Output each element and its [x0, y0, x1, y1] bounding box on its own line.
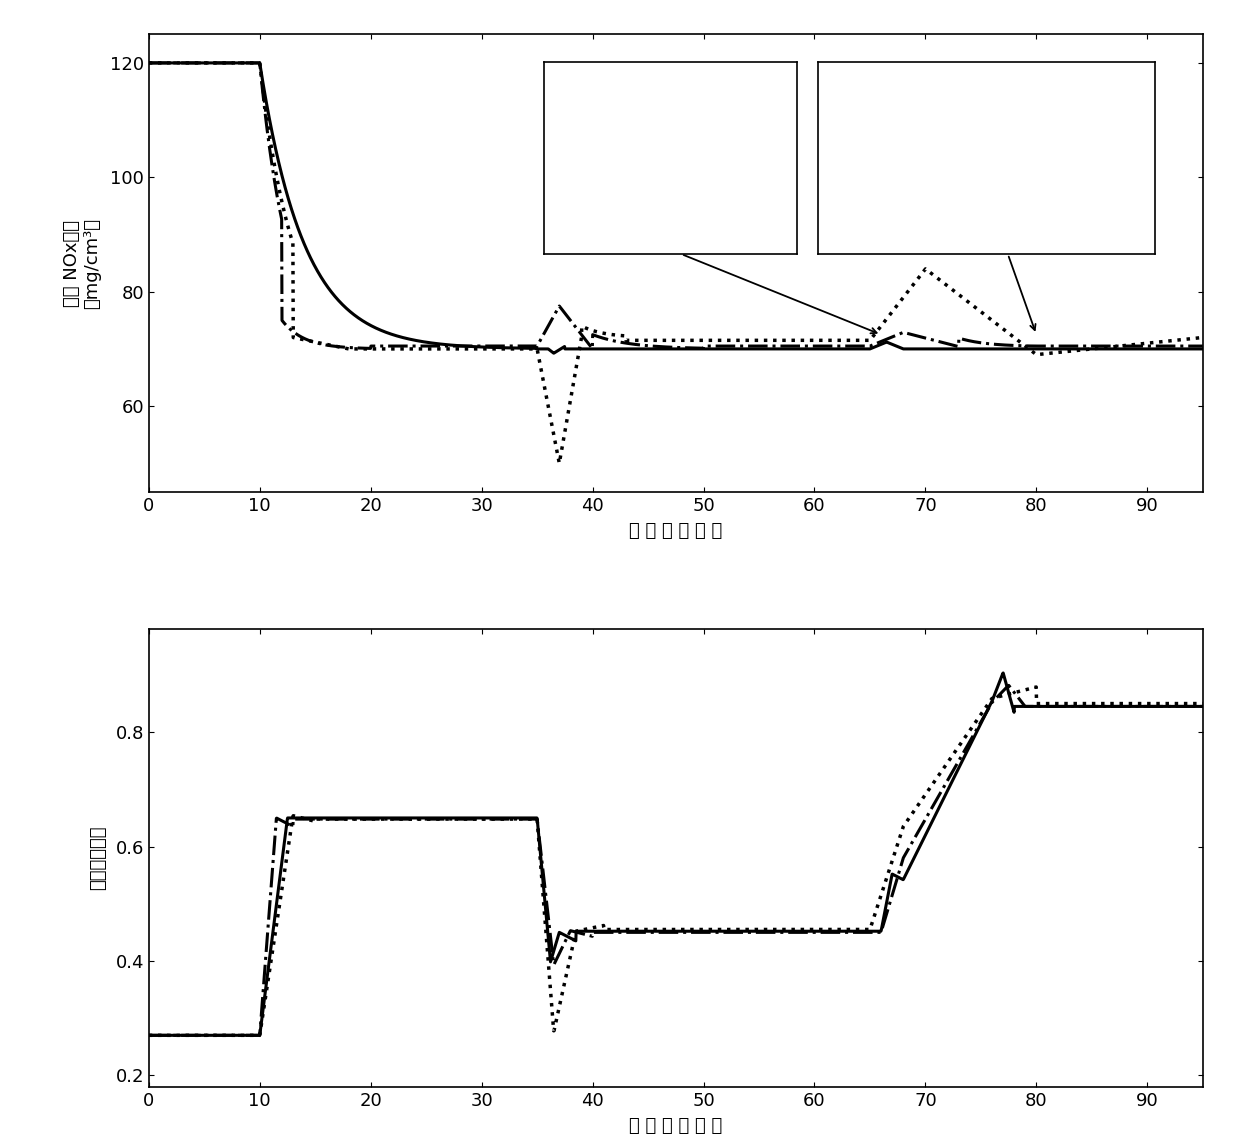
Y-axis label: 喷氨阀门开度: 喷氨阀门开度 [89, 826, 107, 890]
Y-axis label: 出口 NOx浓度
（mg/cm³）: 出口 NOx浓度 （mg/cm³） [63, 217, 102, 309]
X-axis label: 时 间 （ 分 钟 ）: 时 间 （ 分 钟 ） [629, 1117, 723, 1135]
X-axis label: 时 间 （ 分 钟 ）: 时 间 （ 分 钟 ） [629, 522, 723, 540]
